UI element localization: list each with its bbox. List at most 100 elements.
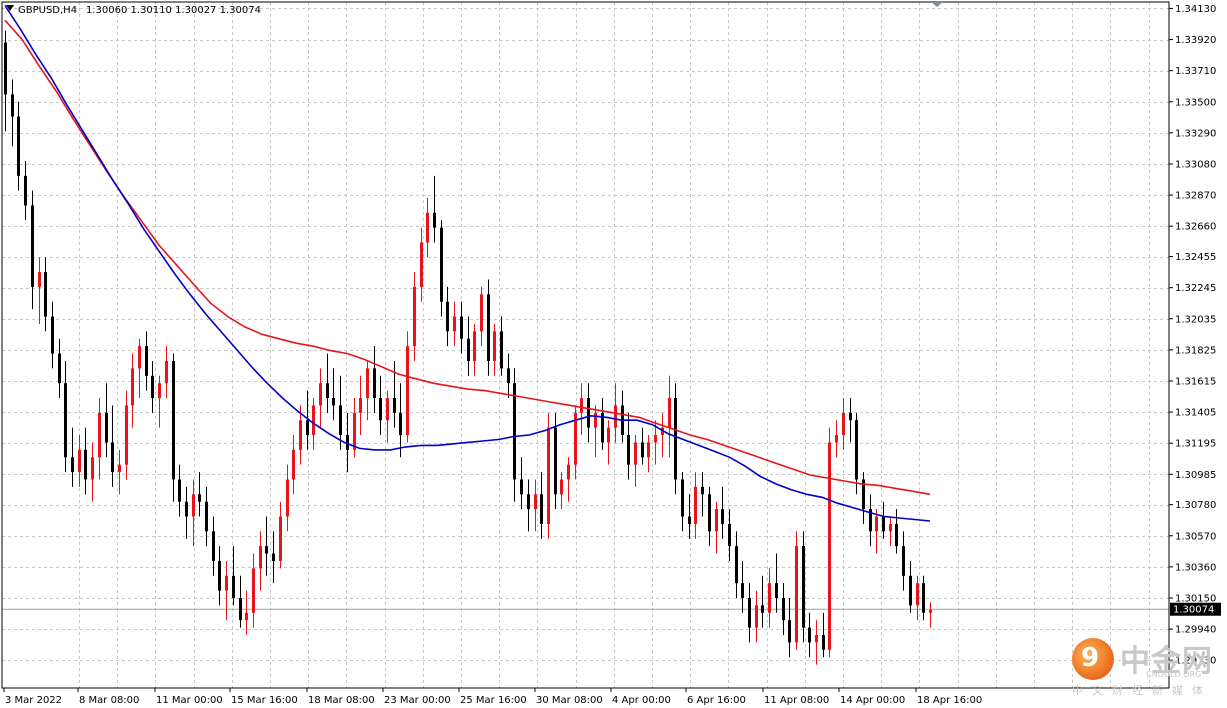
candle-body	[319, 383, 322, 406]
candle-body	[413, 286, 416, 347]
candle-body	[828, 442, 831, 650]
candle-body	[299, 420, 302, 450]
candle-body	[547, 427, 550, 524]
candle-body	[292, 449, 295, 480]
candle-body	[768, 583, 771, 613]
candle-body	[895, 523, 898, 547]
candle-body	[802, 546, 805, 628]
candle-body	[527, 494, 530, 510]
watermark: 9 中金网 CNGOLD.ORG 中文财经新媒体	[1068, 634, 1226, 697]
candle-body	[721, 509, 724, 524]
symbol-timeframe: GBPUSD,H4	[18, 5, 77, 16]
candle-body	[493, 331, 496, 361]
price-tick-label: 1.29940	[1175, 625, 1216, 636]
candle-body	[916, 583, 919, 606]
candle-body	[198, 494, 201, 502]
candle-body	[51, 316, 54, 354]
time-tick-label: 14 Apr 00:00	[840, 695, 905, 706]
candle-body	[192, 494, 195, 517]
candle-body	[708, 494, 711, 532]
candle-body	[755, 605, 758, 628]
candle-body	[64, 383, 67, 458]
candle-body	[647, 442, 650, 458]
candle-body	[567, 464, 570, 480]
ohlc-readout: 1.30060 1.30110 1.30027 1.30074	[86, 5, 261, 16]
candle-body	[507, 368, 510, 384]
candle-body	[882, 516, 885, 532]
candle-body	[815, 635, 818, 643]
plot-frame	[1, 1, 1170, 689]
candle-body	[487, 294, 490, 361]
candle-body	[353, 412, 356, 450]
candle-body	[185, 501, 188, 517]
candle-body	[440, 227, 443, 302]
candle-body	[78, 449, 81, 473]
candle-body	[808, 627, 811, 643]
candle-body	[399, 412, 402, 436]
candle-body	[312, 405, 315, 436]
candle-body	[286, 479, 289, 517]
time-tick-label: 18 Apr 16:00	[917, 695, 982, 706]
candle-body	[239, 597, 242, 621]
candle-body	[875, 516, 878, 532]
candle-body	[788, 620, 791, 643]
candle-body	[359, 398, 362, 413]
candle-body	[862, 479, 865, 510]
candle-body	[614, 405, 617, 428]
time-tick-label: 23 Mar 00:00	[384, 695, 451, 706]
price-tick-label: 1.33290	[1175, 128, 1216, 139]
candle-body	[332, 398, 335, 406]
candle-body	[125, 405, 128, 465]
candle-body	[232, 575, 235, 598]
candle-body	[38, 272, 41, 287]
price-axis: 1.34130 1.33920 1.33710 1.33500 1.33290 1.330…	[1169, 4, 1216, 667]
sell-arrow-icon[interactable]	[6, 5, 14, 11]
candle-body	[607, 427, 610, 443]
candle-body	[306, 420, 309, 436]
candle-body	[835, 435, 838, 443]
candle-body	[373, 368, 376, 399]
candle-body	[366, 368, 369, 399]
candle-body	[869, 509, 872, 532]
time-tick-label: 11 Mar 00:00	[156, 695, 223, 706]
price-tick-label: 1.30360	[1175, 562, 1216, 573]
candle-body	[741, 583, 744, 598]
candle-body	[688, 516, 691, 524]
time-tick-label: 11 Apr 08:00	[764, 695, 829, 706]
candle-body	[554, 427, 557, 495]
logo-icon: 9	[1072, 638, 1114, 680]
time-tick-label: 30 Mar 08:00	[536, 695, 603, 706]
candle-body	[386, 398, 389, 421]
candle-body	[748, 597, 751, 628]
candle-body	[272, 553, 275, 561]
time-tick-label: 15 Mar 16:00	[231, 695, 298, 706]
candle-body	[580, 398, 583, 413]
candle-body	[694, 486, 697, 524]
candle-body	[641, 442, 644, 458]
candle-body	[467, 338, 470, 361]
candle-body	[17, 116, 20, 176]
candle-body	[58, 353, 61, 384]
chart-header: GBPUSD,H4 1.30060 1.30110 1.30027 1.3007…	[6, 5, 261, 16]
candle-body	[782, 597, 785, 621]
candle-body	[406, 346, 409, 436]
current-price-tag: 1.30074	[1170, 602, 1221, 616]
candle-body	[4, 42, 7, 95]
candle-body	[728, 523, 731, 547]
candle-body	[105, 412, 108, 443]
candle-body	[138, 346, 141, 369]
candle-body	[574, 412, 577, 465]
candle-body	[701, 486, 704, 495]
grid	[2, 2, 1169, 688]
shift-marker-icon[interactable]	[931, 2, 943, 7]
candle-body	[520, 479, 523, 495]
candle-body	[91, 457, 94, 480]
candle-body	[929, 609, 932, 613]
candle-body	[909, 575, 912, 606]
candle-body	[654, 435, 657, 443]
candle-body	[393, 398, 396, 413]
candle-body	[279, 516, 282, 561]
candle-body	[131, 368, 134, 406]
time-tick-label: 18 Mar 08:00	[308, 695, 375, 706]
